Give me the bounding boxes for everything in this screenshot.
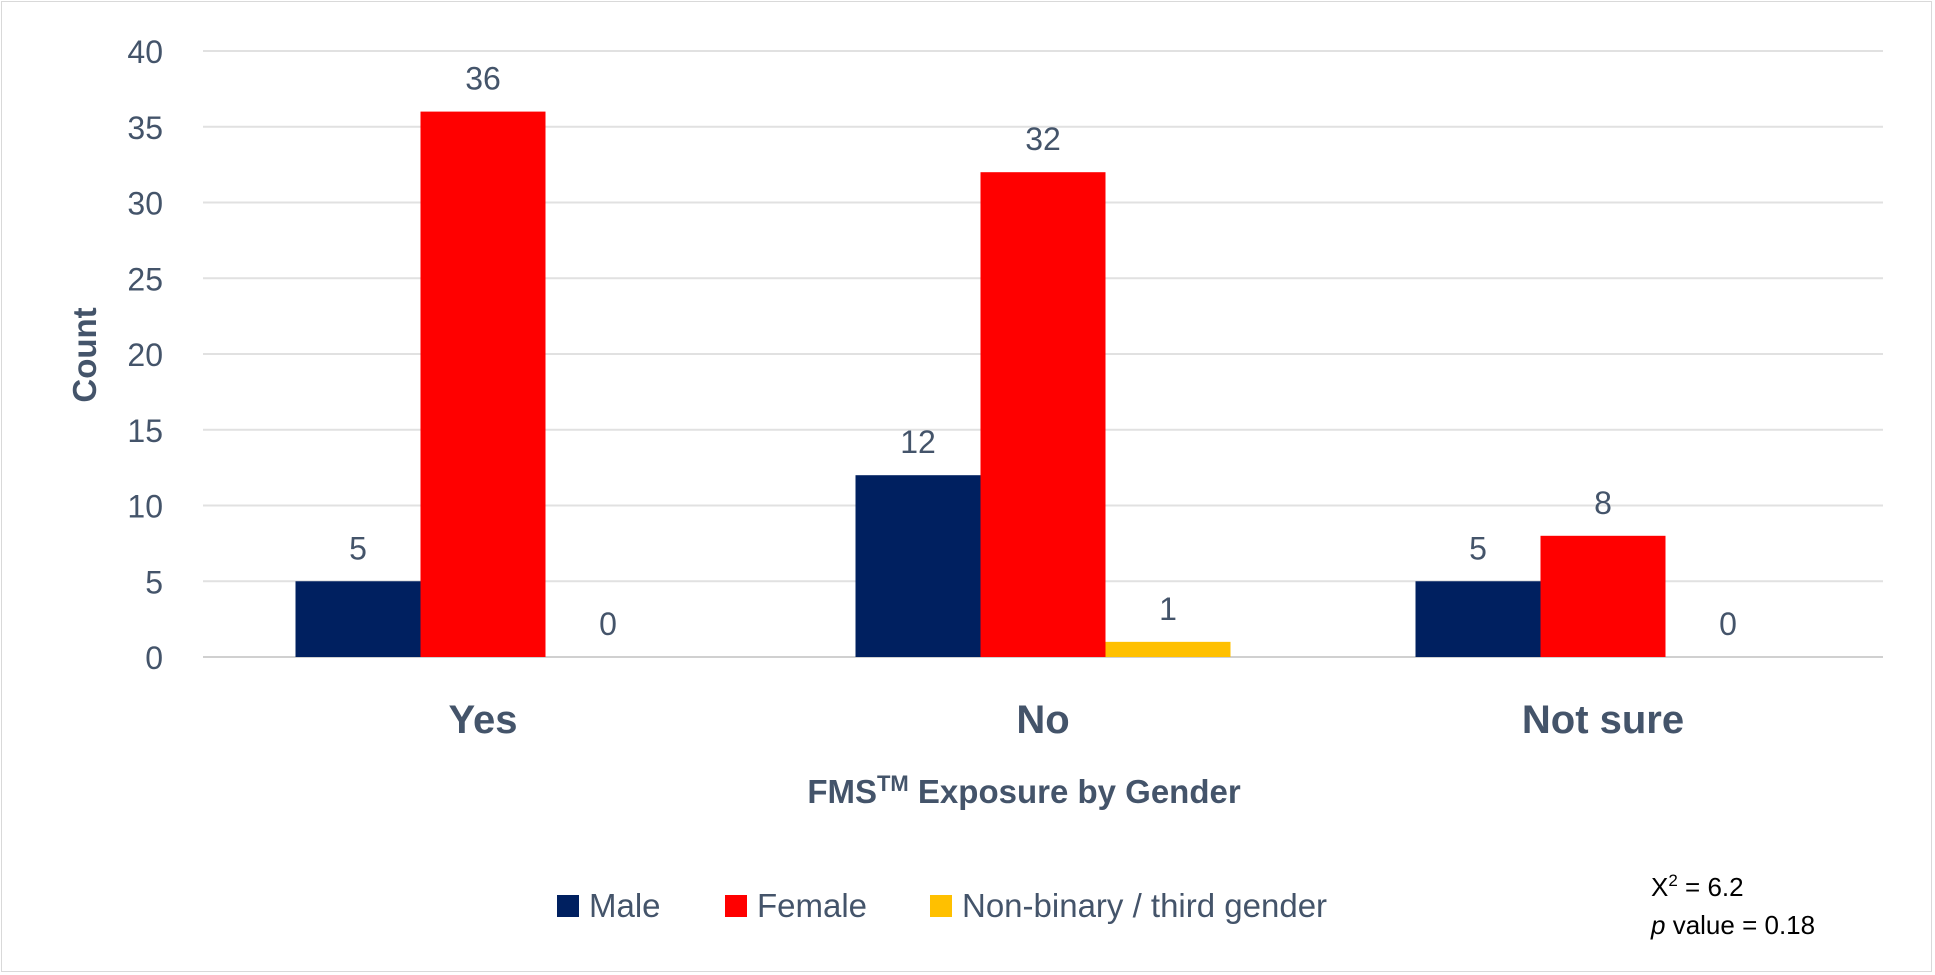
- bar-female-not-sure: [1540, 535, 1666, 657]
- y-tick-label: 10: [127, 489, 163, 525]
- p-symbol: p: [1650, 910, 1665, 940]
- legend-label: Male: [589, 887, 661, 924]
- data-label: 1: [1159, 591, 1177, 627]
- y-tick-label: 15: [127, 413, 163, 449]
- x-axis-label: FMSTM Exposure by Gender: [807, 771, 1241, 810]
- data-label: 12: [900, 424, 936, 460]
- legend-item-female: Female: [725, 887, 867, 924]
- data-label: 32: [1025, 121, 1061, 157]
- p-value: value = 0.18: [1665, 910, 1815, 940]
- legend-item-non-binary-third-gender: Non-binary / third gender: [930, 887, 1327, 924]
- y-axis-label: Count: [66, 307, 103, 402]
- bar-male-not-sure: [1415, 581, 1541, 657]
- bar-male-no: [855, 475, 981, 657]
- data-label: 5: [1469, 530, 1487, 566]
- legend-swatch: [725, 895, 747, 917]
- y-tick-label: 35: [127, 110, 163, 146]
- bar-male-yes: [295, 581, 421, 657]
- legend-swatch: [557, 895, 579, 917]
- bar-female-yes: [420, 111, 546, 658]
- chi-value: = 6.2: [1678, 872, 1744, 902]
- chi-superscript: 2: [1668, 871, 1677, 890]
- bar-non-binary-third-gender-no: [1105, 641, 1231, 657]
- y-tick-label: 5: [145, 564, 163, 600]
- data-label: 0: [1719, 606, 1737, 642]
- legend-label: Non-binary / third gender: [962, 887, 1327, 924]
- data-label: 36: [465, 61, 501, 97]
- legend: Male Female Non-binary / third gender: [557, 887, 1327, 924]
- data-label: 8: [1594, 485, 1612, 521]
- y-tick-label: 30: [127, 186, 163, 222]
- x-axis-label-rest: Exposure by Gender: [909, 773, 1241, 810]
- legend-swatch: [930, 895, 952, 917]
- y-tick-label: 0: [145, 640, 163, 676]
- y-tick-label: 40: [127, 34, 163, 70]
- x-axis-label-main: FMS: [807, 773, 877, 810]
- legend-label: Female: [757, 887, 867, 924]
- data-labels: 5 36 0 12 32 1 5 8 0: [349, 61, 1737, 642]
- x-tick-label: Yes: [449, 698, 518, 742]
- bar-female-no: [980, 172, 1106, 657]
- legend-item-male: Male: [557, 887, 661, 924]
- category-labels: Yes No Not sure: [449, 698, 1685, 742]
- data-label: 5: [349, 530, 367, 566]
- x-tick-label: Not sure: [1522, 698, 1684, 742]
- bars: [295, 111, 1666, 658]
- x-axis-label-superscript: TM: [877, 771, 909, 796]
- chi-symbol: X: [1651, 872, 1668, 902]
- y-axis-ticks: 0 5 10 15 20 25 30 35 40: [127, 34, 163, 676]
- p-value-annotation: p value = 0.18: [1650, 910, 1815, 940]
- y-tick-label: 20: [127, 337, 163, 373]
- x-tick-label: No: [1016, 698, 1069, 742]
- data-label: 0: [599, 606, 617, 642]
- y-tick-label: 25: [127, 261, 163, 297]
- chi-square-annotation: X2 = 6.2: [1651, 871, 1744, 902]
